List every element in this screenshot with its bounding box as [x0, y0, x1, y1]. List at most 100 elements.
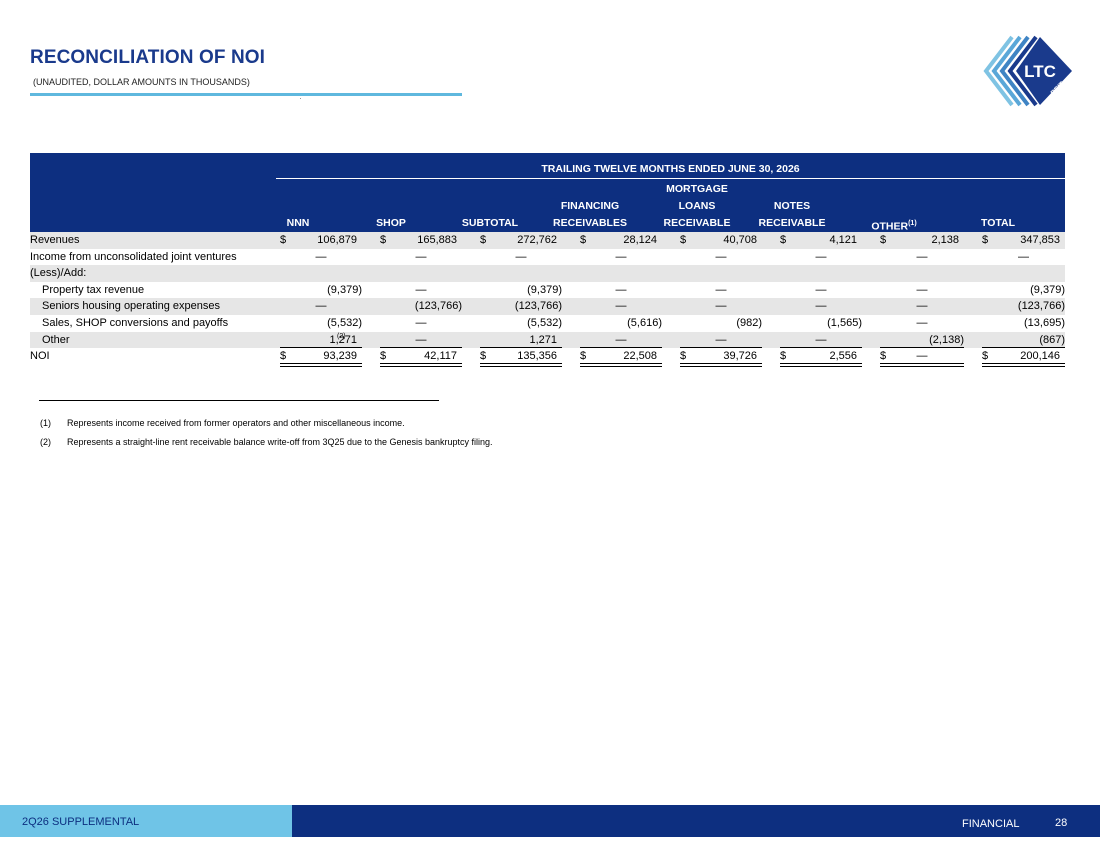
ltc-reit-logo: LTC REIT — [983, 35, 1072, 107]
footnote-ref: (2) — [337, 332, 346, 340]
currency-symbol: $ — [780, 234, 787, 246]
table-cell — [680, 267, 762, 281]
currency-symbol: $ — [580, 350, 587, 363]
cell-value: — — [415, 250, 427, 263]
row-label: NOI — [30, 350, 50, 363]
table-cell: $272,762 — [480, 234, 562, 248]
table-cell: $2,556 — [780, 350, 862, 364]
currency-symbol: $ — [780, 350, 787, 363]
table-cell: — — [680, 251, 762, 265]
table-cell: — — [880, 284, 964, 298]
currency-symbol: $ — [480, 234, 487, 246]
column-header: OTHER(1) — [834, 181, 954, 233]
cell-value: 1,271 — [529, 333, 557, 346]
table-row: Property tax revenue (9,379) — (9,379) — — — — (… — [30, 282, 1065, 299]
cell-value: — — [815, 250, 827, 263]
cell-value: — — [916, 350, 928, 363]
subtotal-rule — [680, 347, 762, 349]
footer-document-label: 2Q26 SUPPLEMENTAL — [22, 816, 140, 828]
table-cell: (1,565) — [780, 317, 862, 331]
table-cell: — — [380, 251, 462, 265]
column-header-line — [530, 181, 650, 198]
total-double-rule — [780, 363, 862, 368]
subtotal-rule — [380, 347, 462, 349]
footnote-2: (2) Represents a straight-line rent recei… — [40, 437, 493, 447]
cell-value: (9,379) — [527, 283, 562, 296]
currency-symbol: $ — [380, 350, 387, 363]
table-cell: — — [780, 300, 862, 314]
cell-value: 135,356 — [517, 350, 557, 363]
cell-value: (5,532) — [327, 316, 362, 329]
table-cell — [480, 267, 562, 281]
currency-symbol: $ — [982, 234, 989, 246]
currency-symbol: $ — [380, 234, 387, 246]
cell-value: 272,762 — [517, 234, 557, 246]
cell-value: 200,146 — [1020, 350, 1060, 363]
table-cell — [780, 267, 862, 281]
footnote-divider — [39, 400, 439, 401]
table-cell: — — [680, 284, 762, 298]
table-cell: — — [982, 251, 1065, 265]
table-cell: (9,379) — [280, 284, 362, 298]
cell-value: (123,766) — [514, 300, 562, 313]
table-cell: — — [380, 317, 462, 331]
period-header-rule — [276, 178, 1065, 179]
table-cell: — — [880, 251, 964, 265]
footer-right-band — [292, 805, 1100, 837]
table-row: Other 1,271 — 1,271 — — — (2,138) (867) (2) — [30, 331, 1065, 349]
row-label: Sales, SHOP conversions and payoffs — [42, 316, 229, 329]
table-row: Sales, SHOP conversions and payoffs (5,53… — [30, 315, 1065, 332]
cell-value: — — [315, 300, 327, 313]
cell-value: — — [415, 333, 427, 346]
table-cell: — — [680, 300, 762, 314]
footer-section-label: FINANCIAL — [962, 818, 1020, 830]
table-cell: (13,695) — [982, 317, 1065, 331]
title-underline — [30, 93, 462, 96]
table-cell: — — [780, 334, 862, 348]
footnote-number: (1) — [40, 418, 51, 428]
table-cell — [280, 267, 362, 281]
page-subtitle: (UNAUDITED, DOLLAR AMOUNTS IN THOUSANDS) — [33, 77, 250, 87]
footnote-1: (1) Represents income received from forme… — [40, 418, 405, 428]
cell-value: 2,138 — [931, 234, 959, 246]
column-header-footnote-ref: (1) — [908, 220, 917, 227]
column-header: TOTAL — [938, 181, 1058, 232]
noi-reconciliation-table: TRAILING TWELVE MONTHS ENDED JUNE 30, 20… — [30, 153, 1065, 368]
cell-value: (2,138) — [929, 333, 964, 346]
table-cell: — — [280, 300, 362, 314]
column-header-line — [834, 181, 954, 198]
column-header-line — [938, 198, 1058, 215]
cell-value: (1,565) — [827, 316, 862, 329]
table-cell: (5,532) — [480, 317, 562, 331]
cell-value: — — [916, 250, 928, 263]
footnote-text: Represents a straight-line rent receivab… — [67, 437, 493, 447]
row-label: Other — [42, 333, 70, 346]
column-header-line: SHOP — [376, 217, 406, 229]
cell-value: — — [815, 333, 827, 346]
column-header: NNN — [238, 181, 358, 232]
cell-value: 28,124 — [623, 234, 657, 246]
table-cell: $22,508 — [580, 350, 662, 364]
cell-value: 4,121 — [829, 234, 857, 246]
cell-value: (5,616) — [627, 316, 662, 329]
cell-value: — — [615, 283, 627, 296]
column-header-line: RECEIVABLES — [553, 217, 627, 229]
column-header-line: NOTES — [773, 200, 811, 212]
column-header-line: TOTAL — [980, 217, 1016, 229]
total-double-rule — [380, 363, 462, 368]
column-header-line: MORTGAGE — [666, 183, 728, 195]
column-header: FINANCING RECEIVABLES — [530, 181, 650, 232]
cell-value: — — [916, 283, 928, 296]
table-cell: — — [580, 251, 662, 265]
table-cell: $106,879 — [280, 234, 362, 248]
row-label: Revenues — [30, 234, 80, 246]
subtotal-rule — [880, 347, 964, 349]
currency-symbol: $ — [880, 350, 887, 363]
table-cell: — — [580, 300, 662, 314]
row-label: Seniors housing operating expenses — [42, 300, 220, 313]
table-cell: (5,532) — [280, 317, 362, 331]
table-cell: (9,379) — [982, 284, 1065, 298]
cell-value: 39,726 — [723, 350, 757, 363]
cell-value: — — [615, 300, 627, 313]
cell-value: 40,708 — [723, 234, 757, 246]
